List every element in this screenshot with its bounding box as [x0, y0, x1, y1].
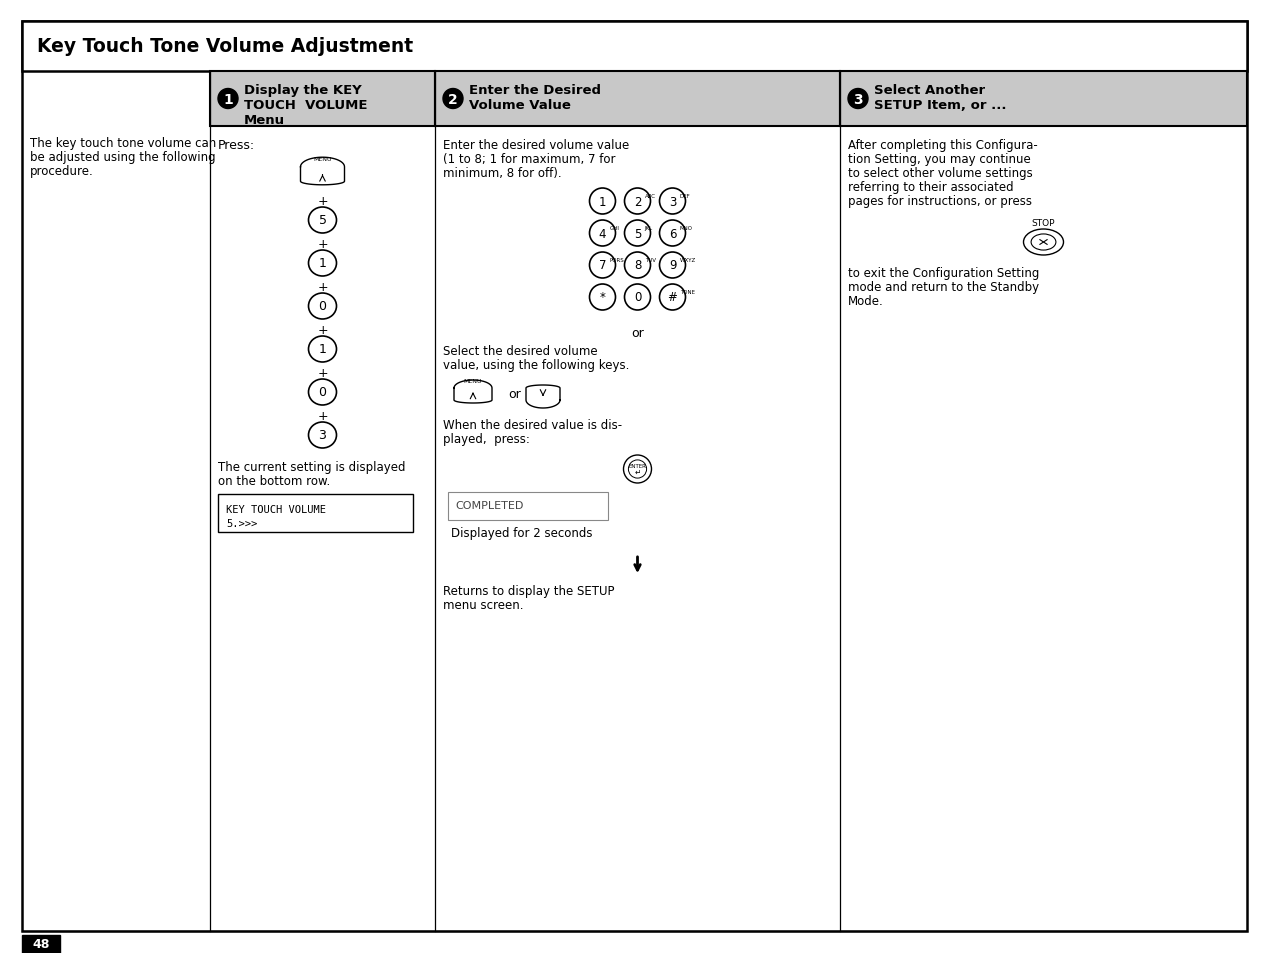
Text: 0: 0: [319, 300, 326, 314]
Bar: [22, 22, 1247, 71]
Text: 2: 2: [448, 92, 458, 107]
Text: The current setting is displayed: The current setting is displayed: [218, 460, 406, 474]
Text: on the bottom row.: on the bottom row.: [218, 475, 330, 488]
Text: Mode.: Mode.: [848, 294, 883, 308]
Text: 3: 3: [853, 92, 863, 107]
Text: 4: 4: [599, 227, 607, 240]
Text: (1 to 8; 1 for maximum, 7 for: (1 to 8; 1 for maximum, 7 for: [443, 152, 615, 166]
Text: When the desired value is dis-: When the desired value is dis-: [443, 418, 622, 432]
Text: The key touch tone volume can: The key touch tone volume can: [30, 137, 216, 150]
Text: Enter the Desired: Enter the Desired: [470, 84, 602, 97]
Text: 8: 8: [633, 259, 641, 273]
Text: value, using the following keys.: value, using the following keys.: [443, 358, 629, 372]
Text: Displayed for 2 seconds: Displayed for 2 seconds: [450, 526, 593, 539]
Text: #: #: [667, 292, 678, 304]
Text: +: +: [317, 281, 327, 294]
Text: played,  press:: played, press:: [443, 433, 530, 446]
Text: 9: 9: [669, 259, 676, 273]
Text: +: +: [317, 410, 327, 422]
Text: Menu: Menu: [244, 113, 286, 127]
Text: mode and return to the Standby: mode and return to the Standby: [848, 281, 1039, 294]
Text: procedure.: procedure.: [30, 165, 94, 178]
Text: MENU: MENU: [463, 378, 482, 384]
Text: 1: 1: [319, 343, 326, 356]
Circle shape: [218, 90, 239, 110]
Bar: [218, 495, 412, 533]
Circle shape: [848, 90, 868, 110]
Text: 3: 3: [319, 429, 326, 442]
Text: to select other volume settings: to select other volume settings: [848, 167, 1033, 180]
Text: *: *: [599, 292, 605, 304]
Bar: [435, 71, 840, 127]
Polygon shape: [454, 380, 492, 403]
Text: 6: 6: [669, 227, 676, 240]
Text: Returns to display the SETUP: Returns to display the SETUP: [443, 584, 614, 598]
Text: DEF: DEF: [680, 193, 690, 198]
Text: to exit the Configuration Setting: to exit the Configuration Setting: [848, 267, 1039, 280]
Text: 2: 2: [633, 195, 641, 209]
Text: be adjusted using the following: be adjusted using the following: [30, 151, 216, 164]
Text: 3: 3: [669, 195, 676, 209]
Text: Key Touch Tone Volume Adjustment: Key Touch Tone Volume Adjustment: [37, 37, 414, 56]
Text: Volume Value: Volume Value: [470, 99, 571, 112]
Text: STOP: STOP: [1032, 219, 1056, 228]
Text: SETUP Item, or ...: SETUP Item, or ...: [874, 99, 1006, 112]
Text: TUV: TUV: [645, 257, 656, 262]
Text: ABC: ABC: [645, 193, 656, 198]
Text: 1: 1: [223, 92, 233, 107]
Text: +: +: [317, 237, 327, 251]
Bar: [840, 71, 1247, 127]
Text: or: or: [631, 327, 643, 339]
Text: PQRS: PQRS: [609, 257, 624, 262]
Text: After completing this Configura-: After completing this Configura-: [848, 139, 1038, 152]
Polygon shape: [301, 158, 344, 186]
Bar: [448, 493, 608, 520]
Text: KEY TOUCH VOLUME: KEY TOUCH VOLUME: [226, 504, 326, 515]
Text: JKL: JKL: [645, 225, 652, 231]
Text: +: +: [317, 324, 327, 336]
Text: WXYZ: WXYZ: [680, 257, 695, 262]
Text: referring to their associated: referring to their associated: [848, 181, 1014, 193]
Text: GHI: GHI: [609, 225, 619, 231]
Text: +: +: [317, 194, 327, 208]
Text: 48: 48: [32, 938, 49, 950]
Text: TOUCH  VOLUME: TOUCH VOLUME: [244, 99, 368, 112]
Text: tion Setting, you may continue: tion Setting, you may continue: [848, 152, 1030, 166]
Text: 5: 5: [319, 214, 326, 227]
Text: Select the desired volume: Select the desired volume: [443, 345, 598, 357]
Bar: [209, 71, 435, 127]
Text: MNO: MNO: [680, 225, 693, 231]
Text: ↵: ↵: [634, 468, 641, 476]
Text: minimum, 8 for off).: minimum, 8 for off).: [443, 167, 562, 180]
Text: Press:: Press:: [218, 139, 255, 152]
Text: 0: 0: [319, 386, 326, 399]
Text: ENTER: ENTER: [628, 464, 646, 469]
Text: 5: 5: [633, 227, 641, 240]
Text: menu screen.: menu screen.: [443, 598, 524, 612]
Text: Enter the desired volume value: Enter the desired volume value: [443, 139, 629, 152]
Text: 5.>>>: 5.>>>: [226, 518, 258, 529]
Text: TONE: TONE: [680, 290, 694, 294]
Text: 0: 0: [633, 292, 641, 304]
Text: 1: 1: [599, 195, 607, 209]
Text: +: +: [317, 367, 327, 379]
Text: Select Another: Select Another: [874, 84, 985, 97]
Circle shape: [443, 90, 463, 110]
Text: or: or: [508, 388, 520, 401]
Bar: [22, 935, 60, 953]
Text: Display the KEY: Display the KEY: [244, 84, 362, 97]
Text: MENU: MENU: [313, 156, 331, 162]
Text: 1: 1: [319, 257, 326, 271]
Polygon shape: [525, 386, 560, 409]
Text: COMPLETED: COMPLETED: [456, 500, 523, 511]
Text: pages for instructions, or press: pages for instructions, or press: [848, 194, 1032, 208]
Text: 7: 7: [599, 259, 607, 273]
